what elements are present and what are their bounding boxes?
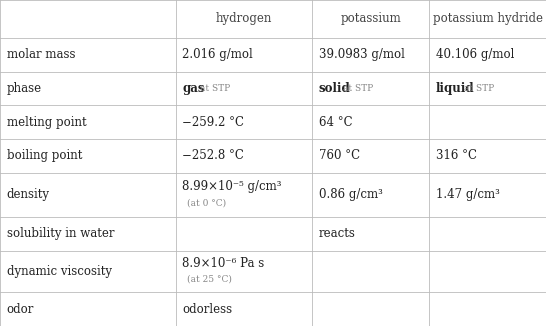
Text: at STP: at STP <box>464 84 494 93</box>
Text: odor: odor <box>7 303 34 316</box>
Text: solid: solid <box>0 325 1 326</box>
Text: 2.016 g/mol: 2.016 g/mol <box>182 48 253 61</box>
Text: hydrogen: hydrogen <box>216 12 272 25</box>
Text: solid: solid <box>319 82 351 95</box>
Text: at STP: at STP <box>200 84 230 93</box>
Text: at STP: at STP <box>343 84 373 93</box>
Text: 316 °C: 316 °C <box>436 149 477 162</box>
Text: 8.99×10⁻⁵ g/cm³: 8.99×10⁻⁵ g/cm³ <box>182 180 282 193</box>
Text: 64 °C: 64 °C <box>319 116 353 128</box>
Text: 39.0983 g/mol: 39.0983 g/mol <box>319 48 405 61</box>
Text: melting point: melting point <box>7 116 86 128</box>
Text: gas: gas <box>0 325 1 326</box>
Text: potassium hydride: potassium hydride <box>432 12 543 25</box>
Text: 1.47 g/cm³: 1.47 g/cm³ <box>436 188 500 201</box>
Text: 8.9×10⁻⁶ Pa s: 8.9×10⁻⁶ Pa s <box>182 258 265 271</box>
Text: 0.86 g/cm³: 0.86 g/cm³ <box>319 188 383 201</box>
Text: −252.8 °C: −252.8 °C <box>182 149 244 162</box>
Text: potassium: potassium <box>340 12 401 25</box>
Text: 40.106 g/mol: 40.106 g/mol <box>436 48 514 61</box>
Text: odorless: odorless <box>182 303 233 316</box>
Text: gas: gas <box>182 82 205 95</box>
Text: reacts: reacts <box>319 227 356 240</box>
Text: liquid: liquid <box>0 325 1 326</box>
Text: phase: phase <box>7 82 41 95</box>
Text: 760 °C: 760 °C <box>319 149 360 162</box>
Text: (at 0 °C): (at 0 °C) <box>187 198 226 207</box>
Text: boiling point: boiling point <box>7 149 82 162</box>
Text: liquid: liquid <box>436 82 474 95</box>
Text: solubility in water: solubility in water <box>7 227 114 240</box>
Text: −259.2 °C: −259.2 °C <box>182 116 245 128</box>
Text: density: density <box>7 188 50 201</box>
Text: (at 25 °C): (at 25 °C) <box>187 274 232 284</box>
Text: dynamic viscosity: dynamic viscosity <box>7 265 111 278</box>
Text: molar mass: molar mass <box>7 48 75 61</box>
